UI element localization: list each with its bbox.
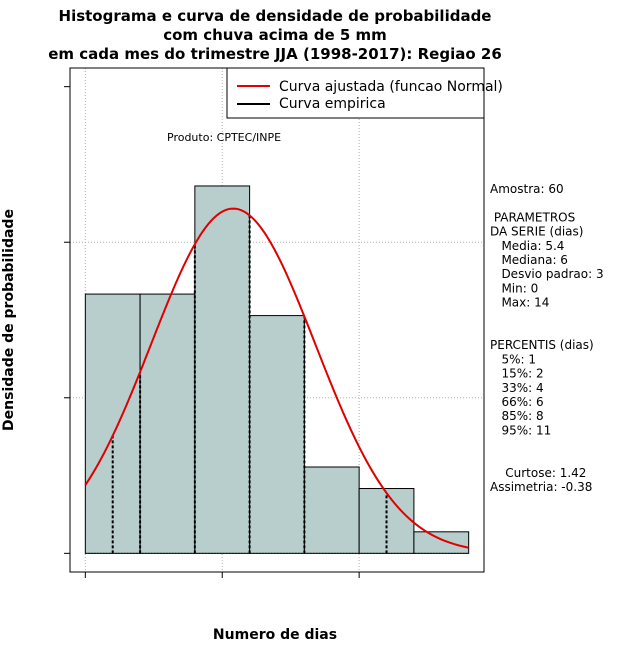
histogram-bar	[194, 185, 251, 554]
legend: Curva ajustada (funcao Normal) Curva emp…	[226, 67, 503, 119]
x-axis-title: Numero de dias	[213, 627, 337, 643]
statistics-line: 66%: 6	[490, 395, 544, 409]
histogram-bar	[249, 315, 305, 554]
legend-label-empirical: Curva empirica	[279, 96, 386, 112]
statistics-line: 85%: 8	[490, 409, 544, 423]
statistics-line: Mediana: 6	[490, 253, 568, 267]
statistics-line: 15%: 2	[490, 367, 544, 381]
statistics-line: Min: 0	[490, 281, 538, 295]
legend-box	[226, 67, 485, 119]
histogram-bar	[139, 293, 196, 554]
histogram-bar	[413, 531, 470, 554]
statistics-line: 33%: 4	[490, 381, 544, 395]
statistics-line: DA SERIE (dias)	[490, 225, 583, 239]
statistics-line: Desvio padrao: 3	[490, 267, 604, 281]
percentile-markers	[111, 215, 388, 554]
histogram-bars	[84, 185, 470, 554]
statistics-line: Media: 5.4	[490, 239, 564, 253]
statistics-line: Amostra: 60	[490, 182, 564, 196]
statistics-line: 5%: 1	[490, 352, 536, 366]
statistics-line: PERCENTIS (dias)	[490, 338, 594, 352]
histogram-bar	[84, 293, 141, 554]
legend-label-fit: Curva ajustada (funcao Normal)	[279, 79, 503, 95]
statistics-line: Curtose: 1.42	[490, 466, 586, 480]
statistics-line: 95%: 11	[490, 423, 551, 437]
y-axis-title: Densidade de probabilidade	[1, 209, 17, 431]
statistics-line: Max: 14	[490, 296, 549, 310]
chart-title-line-3: em cada mes do trimestre JJA (1998-2017)…	[48, 45, 502, 63]
statistics-line: PARAMETROS	[490, 210, 575, 224]
histogram-bar	[303, 466, 360, 554]
chart-title-line-1: Histograma e curva de densidade de proba…	[59, 7, 492, 25]
fit-curve-group	[84, 207, 469, 549]
product-label: Produto: CPTEC/INPE	[167, 131, 281, 144]
fit-curve-line	[84, 207, 469, 549]
chart-title: Histograma e curva de densidade de proba…	[48, 7, 502, 63]
chart-title-line-2: com chuva acima de 5 mm	[163, 26, 387, 44]
statistics-line: Assimetria: -0.38	[490, 480, 592, 494]
